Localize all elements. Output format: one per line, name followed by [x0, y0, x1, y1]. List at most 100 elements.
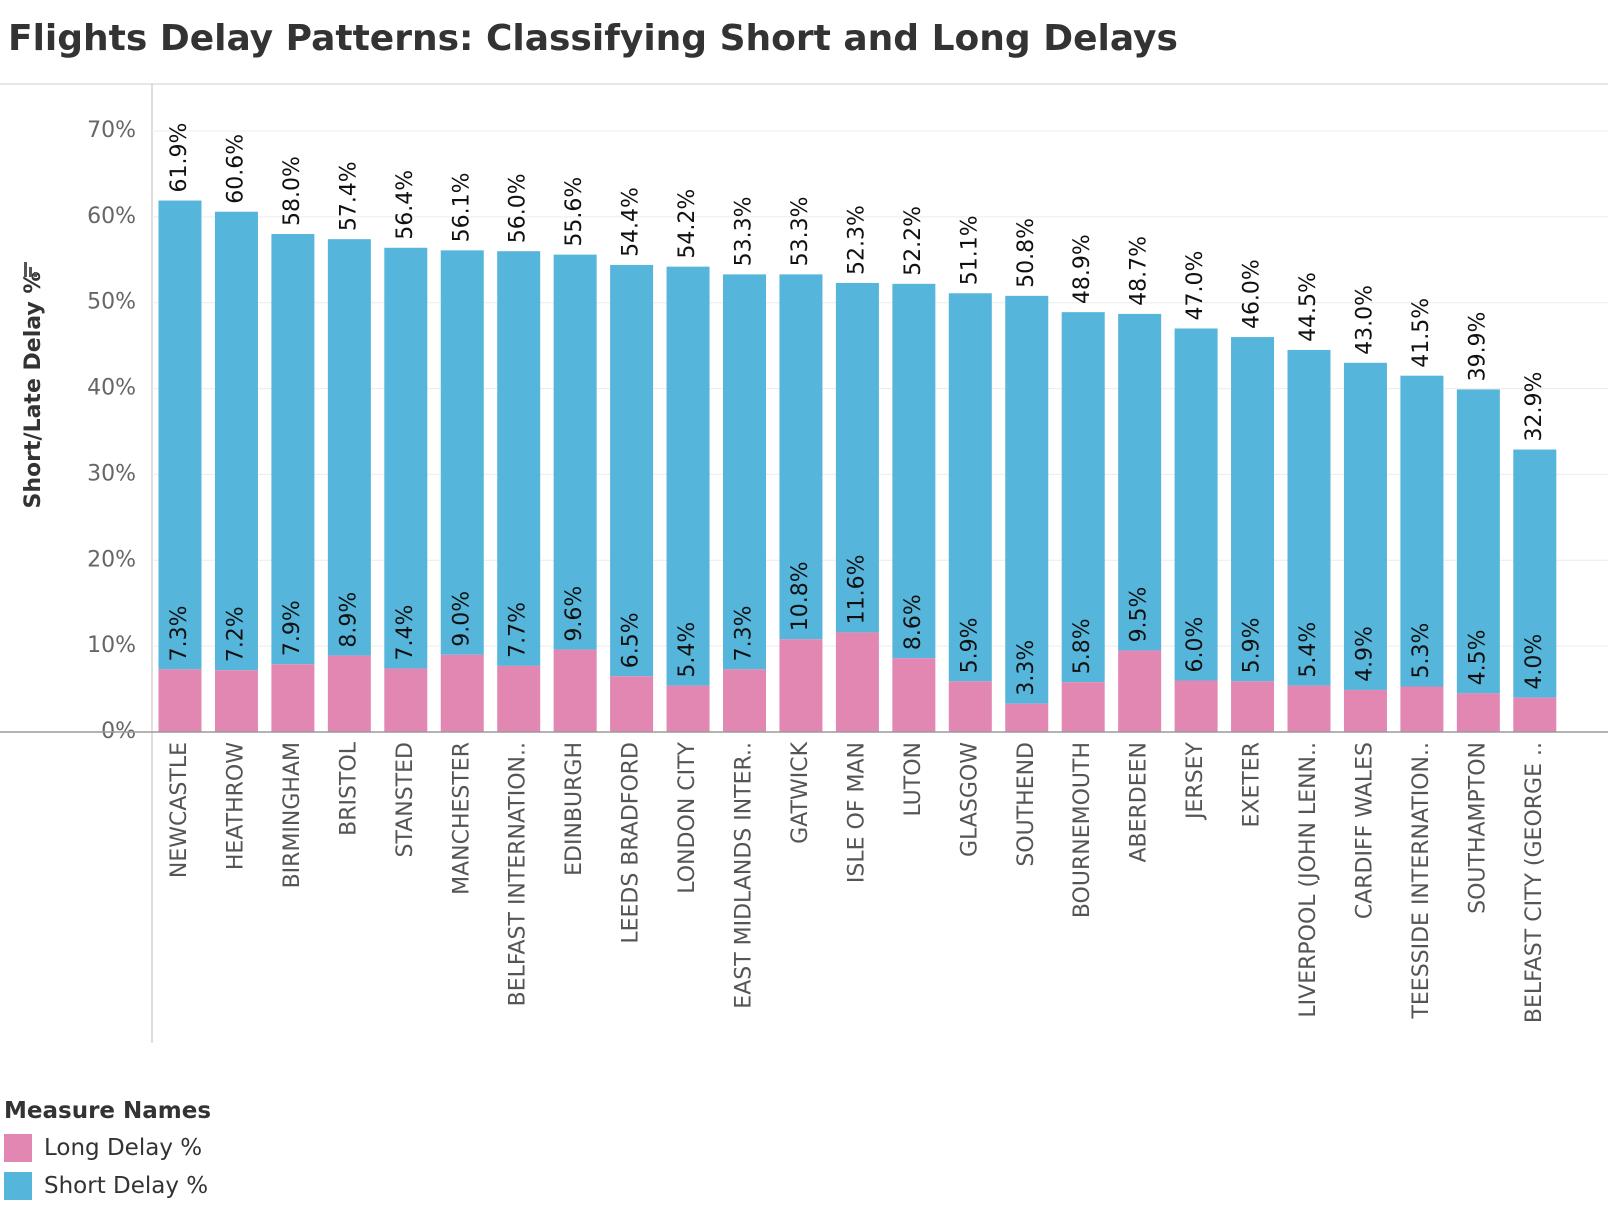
bar-long-delay[interactable] [384, 668, 428, 732]
bar-long-delay[interactable] [1456, 693, 1500, 732]
bar-long-delay[interactable] [158, 669, 202, 732]
bar-long-delay[interactable] [553, 649, 597, 732]
data-label-short-delay: 50.8% [1014, 218, 1039, 288]
bar-short-delay[interactable] [440, 250, 484, 655]
bar-short-delay[interactable] [1287, 349, 1331, 686]
bar-short-delay[interactable] [214, 211, 258, 671]
data-label-short-delay: 48.9% [1070, 234, 1095, 304]
bar-long-delay[interactable] [1513, 697, 1557, 732]
x-tick-label: NEWCASTLE [167, 742, 192, 878]
bar-short-delay[interactable] [892, 283, 936, 659]
bar-long-delay[interactable] [948, 681, 992, 732]
x-tick-label: GATWICK [788, 741, 813, 843]
bar-long-delay[interactable] [214, 670, 258, 732]
bar-short-delay[interactable] [1343, 362, 1387, 690]
bar-short-delay[interactable] [666, 266, 710, 686]
data-label-short-delay: 39.9% [1465, 312, 1490, 382]
data-label-long-delay: 11.6% [844, 555, 869, 625]
data-label-long-delay: 8.6% [901, 594, 926, 650]
legend-swatch-long-delay [4, 1134, 32, 1162]
bar-short-delay[interactable] [1174, 328, 1218, 681]
bar-short-delay[interactable] [835, 282, 879, 633]
data-label-long-delay: 5.4% [675, 622, 700, 678]
bar-long-delay[interactable] [1231, 681, 1275, 732]
data-label-long-delay: 9.5% [1127, 587, 1152, 643]
bar-short-delay[interactable] [158, 200, 202, 670]
bar-long-delay[interactable] [1118, 650, 1162, 732]
x-tick-label: EDINBURGH [562, 742, 587, 876]
data-label-long-delay: 7.3% [732, 605, 757, 661]
data-label-long-delay: 5.9% [1240, 617, 1265, 673]
y-tick-label: 40% [87, 376, 136, 401]
y-tick-label: 60% [87, 204, 136, 229]
bar-long-delay[interactable] [1005, 703, 1049, 732]
data-label-long-delay: 8.9% [336, 592, 361, 648]
data-label-short-delay: 47.0% [1183, 251, 1208, 321]
x-tick-label: BRISTOL [336, 741, 361, 836]
x-tick-label: TEESSIDE INTERNATION.. [1409, 742, 1434, 1020]
bar-short-delay[interactable] [1513, 449, 1557, 698]
x-tick-label: JERSEY [1183, 741, 1208, 821]
bar-short-delay[interactable] [553, 254, 597, 650]
x-tick-label: ISLE OF MAN [844, 742, 869, 883]
data-label-long-delay: 4.5% [1465, 629, 1490, 685]
bar-short-delay[interactable] [384, 247, 428, 669]
bar-long-delay[interactable] [271, 664, 315, 732]
bar-short-delay[interactable] [1400, 375, 1444, 687]
x-tick-label: SOUTHAMPTON [1465, 742, 1490, 914]
data-label-short-delay: 32.9% [1522, 372, 1547, 442]
bar-short-delay[interactable] [779, 274, 823, 640]
legend-item-short-delay[interactable]: Short Delay % [4, 1172, 211, 1200]
bar-short-delay[interactable] [271, 234, 315, 665]
bar-long-delay[interactable] [1287, 685, 1331, 732]
sort-icon[interactable] [24, 262, 37, 277]
data-label-long-delay: 6.0% [1183, 617, 1208, 673]
bar-long-delay[interactable] [1174, 680, 1218, 732]
data-label-short-delay: 54.4% [619, 187, 644, 257]
data-label-short-delay: 56.1% [449, 172, 474, 242]
bar-long-delay[interactable] [779, 639, 823, 732]
x-tick-label: CARDIFF WALES [1352, 742, 1377, 919]
bar-long-delay[interactable] [892, 658, 936, 732]
data-label-short-delay: 58.0% [280, 156, 305, 226]
bar-short-delay[interactable] [610, 264, 654, 677]
bar-long-delay[interactable] [610, 676, 654, 732]
legend-label-short-delay: Short Delay % [44, 1173, 209, 1199]
bar-long-delay[interactable] [1343, 689, 1387, 732]
data-label-short-delay: 54.2% [675, 189, 700, 259]
bar-short-delay[interactable] [497, 251, 541, 666]
x-tick-label: LIVERPOOL (JOHN LENN.. [1296, 742, 1321, 1018]
bar-long-delay[interactable] [440, 654, 484, 732]
y-tick-label: 70% [87, 118, 136, 143]
data-label-long-delay: 7.4% [393, 605, 418, 661]
data-label-short-delay: 52.2% [901, 206, 926, 276]
bar-short-delay[interactable] [1061, 312, 1105, 683]
bar-short-delay[interactable] [948, 293, 992, 682]
x-tick-label: BOURNEMOUTH [1070, 742, 1095, 918]
bar-short-delay[interactable] [1005, 295, 1049, 704]
data-label-short-delay: 56.0% [506, 173, 531, 243]
bar-short-delay[interactable] [1118, 313, 1162, 651]
bar-short-delay[interactable] [723, 274, 766, 670]
legend-label-long-delay: Long Delay % [44, 1135, 203, 1161]
bar-long-delay[interactable] [327, 655, 371, 732]
x-tick-label: EXETER [1240, 742, 1265, 828]
x-tick-label: LUTON [901, 742, 926, 816]
bar-short-delay[interactable] [327, 239, 371, 656]
data-label-long-delay: 5.4% [1296, 622, 1321, 678]
bar-long-delay[interactable] [723, 669, 766, 732]
bar-long-delay[interactable] [497, 665, 541, 732]
data-label-long-delay: 7.7% [506, 602, 531, 658]
legend-item-long-delay[interactable]: Long Delay % [4, 1134, 211, 1162]
data-label-short-delay: 61.9% [167, 123, 192, 193]
bar-long-delay[interactable] [1400, 686, 1444, 732]
bar-short-delay[interactable] [1456, 389, 1500, 694]
x-tick-label: MANCHESTER [449, 742, 474, 895]
x-tick-label: HEATHROW [223, 742, 248, 870]
bar-long-delay[interactable] [666, 685, 710, 732]
bar-long-delay[interactable] [1061, 682, 1105, 732]
data-label-short-delay: 51.1% [957, 215, 982, 285]
bar-short-delay[interactable] [1231, 337, 1275, 682]
x-tick-label: STANSTED [393, 742, 418, 857]
bar-long-delay[interactable] [835, 632, 879, 732]
